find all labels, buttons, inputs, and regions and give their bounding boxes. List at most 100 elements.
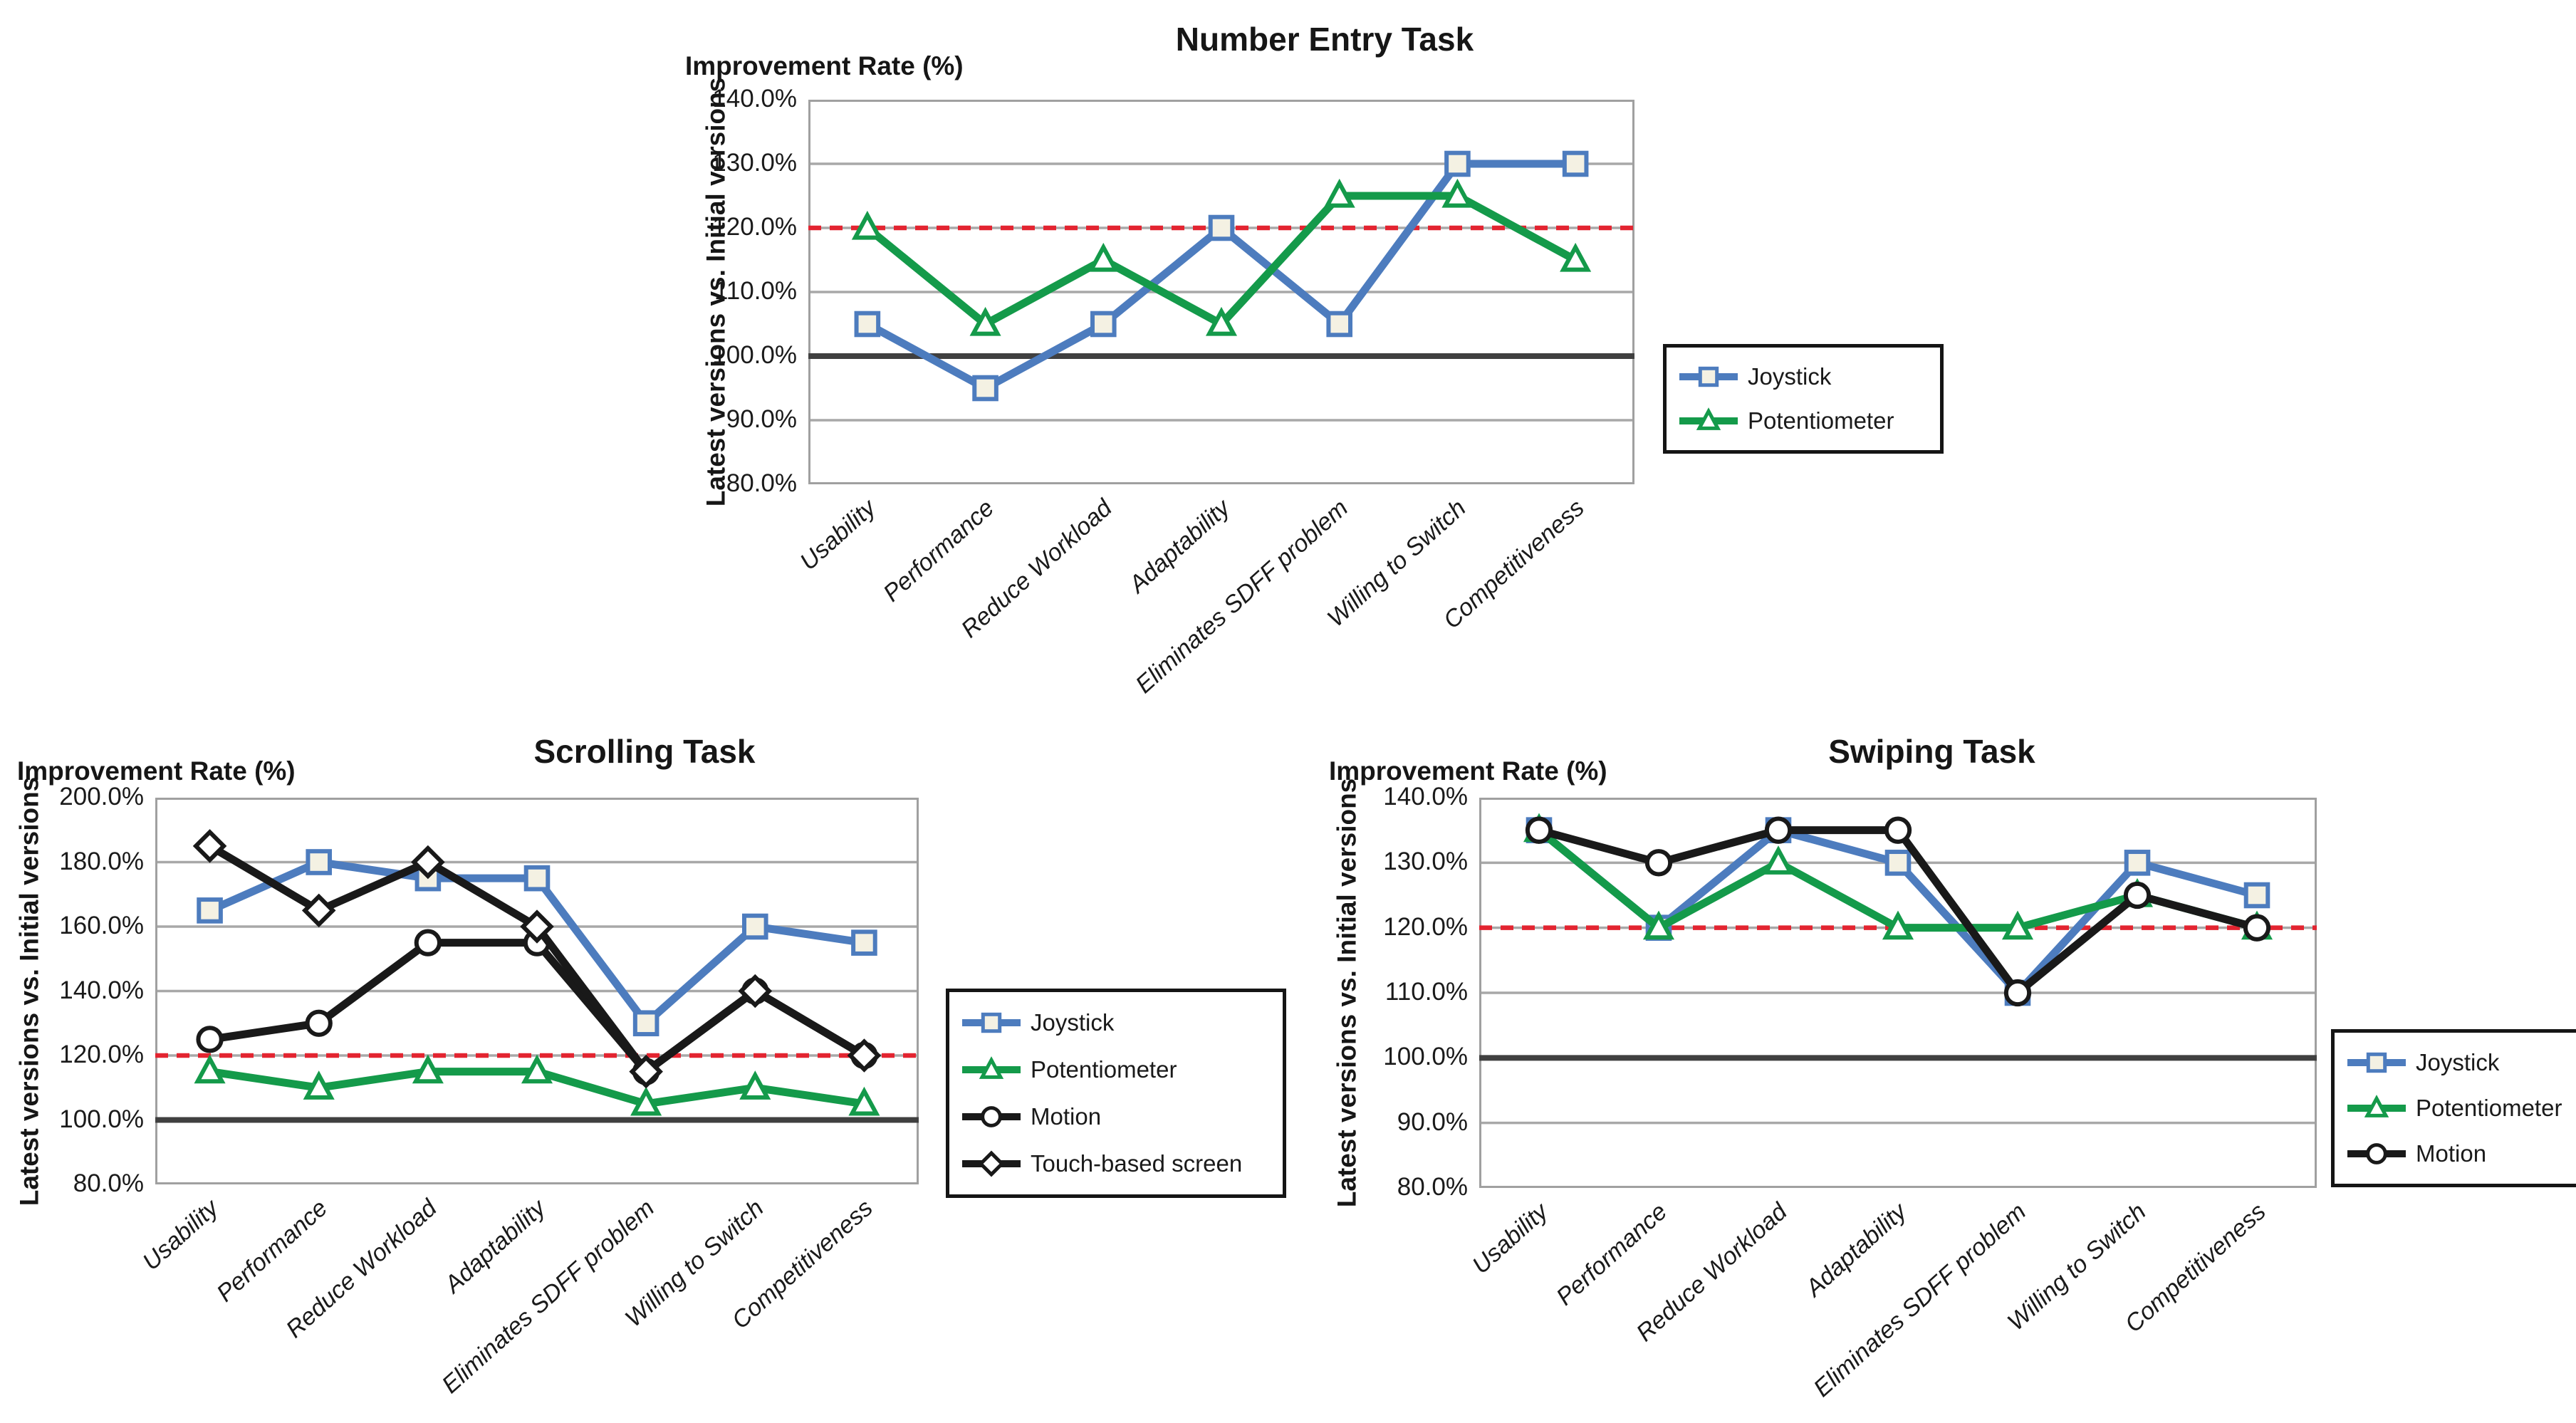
marker-triangle (1642, 910, 1675, 940)
marker-circle (196, 1026, 224, 1053)
y-axis-tick-label: 140.0% (1383, 783, 1468, 810)
marker-square (632, 1010, 659, 1037)
legend-label: Motion (2416, 1140, 2487, 1167)
legend-label: Joystick (2416, 1049, 2500, 1075)
marker-triangle (1762, 845, 1795, 875)
legend-item-potentiometer: Potentiometer (1678, 399, 1929, 443)
marker-square (851, 929, 877, 956)
marker-triangle (979, 1056, 1004, 1079)
y-axis-units-label: Improvement Rate (%) (1329, 756, 1607, 786)
x-axis-category-label: Usability (795, 494, 882, 576)
plot-border (1479, 798, 2317, 1188)
marker-triangle (194, 1054, 226, 1084)
marker-diamond (629, 1054, 663, 1089)
marker-square (1884, 850, 1912, 876)
y-axis-tick-label: 120.0% (59, 1041, 144, 1068)
marker-triangle (2001, 910, 2034, 940)
y-axis-tick-label: 90.0% (1397, 1107, 1468, 1136)
y-axis-tick-label: 100.0% (59, 1105, 144, 1133)
plot-border (808, 100, 1634, 484)
legend-swatch-triangle (2347, 1095, 2406, 1117)
x-axis-category-label: Usability (137, 1194, 224, 1276)
chart-legend: Joystick Potentiometer (1663, 344, 1944, 454)
marker-circle (1764, 816, 1793, 844)
marker-square (1698, 366, 1719, 387)
marker-square (972, 375, 998, 402)
marker-triangle (1696, 407, 1721, 430)
legend-item-joystick: Joystick (1678, 355, 1929, 399)
legend-item-motion: Motion (961, 1093, 1271, 1140)
marker-triangle (1323, 178, 1355, 208)
legend-label: Potentiometer (1031, 1056, 1177, 1083)
legend-swatch-square (2347, 1052, 2406, 1073)
y-axis-tick-label: 160.0% (59, 912, 144, 939)
legend-item-joystick: Joystick (961, 999, 1271, 1046)
legend-swatch-triangle (962, 1056, 1021, 1079)
marker-square (306, 849, 333, 875)
marker-triangle (1088, 242, 1120, 272)
y-axis-tick-label: 110.0% (1385, 978, 1468, 1006)
x-axis-category-label: Eliminates SDFF problem (437, 1194, 660, 1399)
legend-item-motion: Motion (2346, 1131, 2574, 1177)
plot-svg (808, 98, 1634, 486)
legend-label: Motion (1031, 1103, 1102, 1130)
y-axis-tick-label: 120.0% (1383, 912, 1468, 941)
plot-svg (155, 796, 919, 1186)
y-axis-tick-label: 80.0% (726, 469, 797, 497)
marker-circle (305, 1009, 333, 1037)
marker-square (197, 897, 223, 924)
marker-diamond (192, 829, 227, 863)
marker-triangle (303, 1070, 335, 1100)
marker-triangle (739, 1070, 771, 1100)
marker-diamond (411, 845, 445, 880)
marker-triangle (521, 1054, 553, 1084)
x-axis-category-label: Performance (1551, 1198, 1673, 1311)
y-axis-tick-label: 140.0% (712, 85, 797, 113)
y-axis-tick-label: 100.0% (712, 341, 797, 369)
y-axis-tick-label: 120.0% (712, 213, 797, 241)
marker-diamond (738, 974, 773, 1008)
chart-title: Number Entry Task (1175, 21, 1474, 58)
x-axis-category-label: Performance (212, 1194, 333, 1308)
marker-square (2366, 1052, 2387, 1073)
marker-square (1208, 214, 1235, 241)
legend-item-joystick: Joystick (2346, 1040, 2574, 1085)
marker-triangle (2364, 1095, 2389, 1117)
y-axis-tick-label: 110.0% (714, 277, 797, 305)
marker-square (1090, 311, 1117, 338)
marker-circle (2243, 914, 2271, 942)
marker-triangle (1205, 306, 1238, 336)
legend-label: Touch-based screen (1031, 1150, 1243, 1177)
x-axis-category-label: Eliminates SDFF problem (1808, 1198, 2032, 1403)
marker-triangle (412, 1054, 444, 1084)
marker-square (854, 311, 881, 338)
y-axis-units-label: Improvement Rate (%) (17, 756, 296, 786)
marker-circle (2003, 979, 2032, 1007)
chart-title: Scrolling Task (533, 733, 756, 770)
legend-label: Joystick (1031, 1009, 1115, 1036)
y-axis-tick-label: 80.0% (1397, 1173, 1468, 1201)
marker-triangle (851, 210, 883, 240)
marker-circle (414, 929, 442, 957)
plot-area (808, 98, 1634, 486)
marker-square (2243, 882, 2270, 909)
marker-diamond (520, 909, 554, 944)
chart-title: Swiping Task (1828, 733, 2035, 770)
plot-area (1479, 796, 2317, 1189)
legend-label: Potentiometer (1748, 407, 1894, 434)
chart-legend: Joystick Potentiometer Motion (2331, 1029, 2576, 1187)
x-axis-category-label: Performance (877, 494, 1000, 608)
legend-swatch-square (962, 1012, 1021, 1033)
y-axis-tick-label: 100.0% (1383, 1043, 1468, 1071)
x-axis-category-label: Usability (1466, 1198, 1553, 1280)
chart-scrolling-task: Scrolling Task Improvement Rate (%) Late… (7, 726, 1286, 1421)
legend-label: Joystick (1748, 363, 1832, 390)
marker-square (981, 1012, 1002, 1033)
legend-swatch-circle (962, 1106, 1021, 1127)
y-axis-units-label: Improvement Rate (%) (685, 51, 964, 80)
marker-square (1444, 150, 1471, 177)
plot-area (155, 796, 919, 1186)
marker-square (2124, 850, 2151, 876)
marker-circle (981, 1106, 1002, 1127)
